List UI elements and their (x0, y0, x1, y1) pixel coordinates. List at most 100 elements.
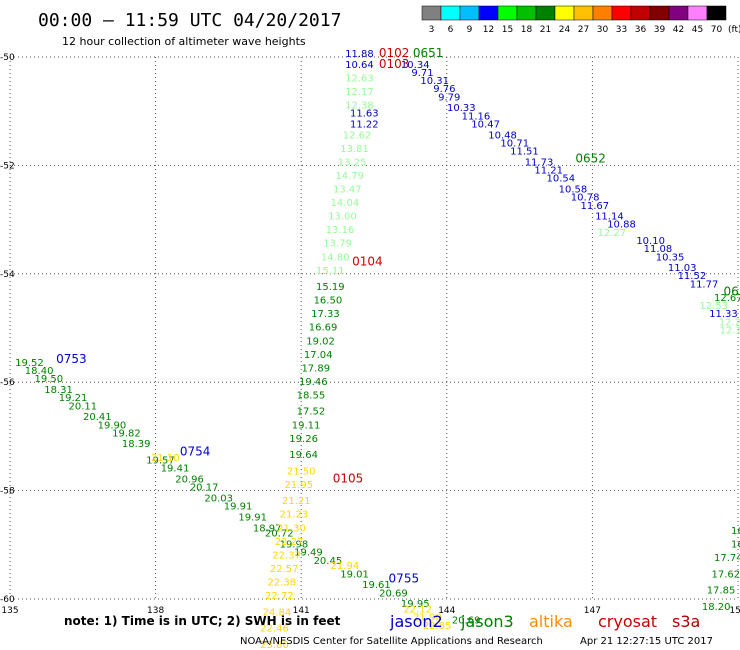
color-scale-label: 18 (521, 25, 533, 35)
color-swatch (421, 5, 442, 21)
data-point-s3a: 12.17 (345, 87, 374, 98)
data-point-jason3: 20.03 (204, 493, 233, 504)
color-swatch (459, 5, 480, 21)
legend-entry-cryosat: cryosat (598, 612, 657, 631)
pass-label: 0755 (389, 572, 420, 586)
data-point-jason2: 10.47 (471, 119, 500, 130)
data-point-jason3: 19.52 (15, 358, 44, 369)
data-point-jason3: 20.45 (314, 556, 343, 567)
data-point-jason3: 19.57 (146, 456, 175, 467)
footnote: note: 1) Time is in UTC; 2) SWH is in fe… (64, 614, 341, 628)
color-swatch (573, 5, 594, 21)
data-point-jason3: 18.40 (25, 366, 54, 377)
data-point-jason2: 9.79 (438, 92, 460, 103)
data-point-altika: 21.95 (284, 480, 313, 491)
data-point-jason2: 11.77 (690, 279, 719, 290)
data-point-s3a: 12.62 (343, 130, 372, 141)
data-point-altika: 22.38 (267, 577, 296, 588)
plot-area: 135 138 141 144 147 150 -50 -52 -54 -56 -58 -60 11.… (0, 46, 740, 650)
data-point-s3a: 14.79 (335, 171, 364, 182)
data-point-jason3: 19.11 (292, 420, 321, 431)
color-scale-label: 15 (502, 25, 513, 35)
color-swatch (497, 5, 518, 21)
data-point-jason3: 19.50 (35, 374, 64, 385)
y-tick-label: -54 (0, 270, 15, 280)
data-point-s3a: 13.79 (323, 239, 352, 250)
grid-lines (9, 56, 739, 600)
pass-label: 0754 (180, 444, 211, 458)
x-tick-label: 138 (147, 606, 164, 616)
y-tick-label: -58 (0, 487, 15, 497)
color-scale-label: 12 (483, 25, 494, 35)
data-point-jason3: 18.20 (702, 602, 731, 613)
pass-label: 0653 (723, 284, 740, 298)
data-point-altika: 21.94 (331, 561, 360, 572)
legend: jason2 jason3 altika cryosat s3a (389, 612, 700, 631)
data-point-s3a: 12.38 (345, 100, 374, 111)
data-point-jason2: 10.34 (401, 60, 430, 71)
x-tick-label: 147 (584, 606, 601, 616)
data-point-jason3: 19.46 (299, 377, 328, 388)
data-point-jason3: 20.96 (175, 474, 204, 485)
pass-label: 0753 (56, 352, 87, 366)
data-point-s3a: 14.04 (331, 198, 360, 209)
data-point-jason2: 11.73 (525, 157, 554, 168)
data-point-jason2: 10.78 (571, 193, 600, 204)
legend-entry-jason2: jason2 (389, 612, 443, 631)
color-swatch (554, 5, 575, 21)
data-point-jason3: 18.97 (253, 523, 282, 534)
data-point-s3a: 13.16 (326, 225, 355, 236)
data-point-jason3: 20.41 (83, 412, 112, 423)
data-point-jason2: 11.16 (462, 111, 491, 122)
data-point-altika: 23.80 (260, 640, 289, 650)
legend-entry-altika: altika (529, 612, 573, 631)
data-point-jason3: 18.55 (297, 390, 326, 401)
color-scale-label: 70 (711, 25, 723, 35)
data-point-jason2: 11.67 (581, 201, 610, 212)
chart-subtitle: 12 hour collection of altimeter wave hei… (62, 35, 306, 48)
data-point-jason3: 17.62 (712, 569, 740, 580)
y-tick-label: -50 (0, 53, 15, 63)
data-point-s3a: 12.63 (345, 73, 374, 84)
color-scale-unit: (ft) (728, 25, 740, 35)
footer-credit: NOAA/NESDIS Center for Satellite Applica… (240, 636, 543, 647)
data-point-jason2: 10.33 (447, 103, 476, 114)
color-scale-label: 9 (467, 25, 473, 35)
data-point-s3a: 13.47 (333, 185, 362, 196)
color-swatch (611, 5, 632, 21)
data-point-jason3: 19.91 (238, 512, 267, 523)
data-point-jason3: 20.72 (265, 529, 294, 540)
data-point-jason3: 17.52 (297, 407, 326, 418)
pass-label: 0103 (379, 57, 410, 71)
x-tick-label: 144 (438, 606, 455, 616)
data-point-jason3: 19.82 (112, 428, 141, 439)
pass-label: 0651 (413, 46, 444, 60)
legend-entry-jason3: jason3 (460, 612, 514, 631)
data-point-jason3: 20.17 (190, 483, 219, 494)
data-point-s3a: 14.80 (321, 252, 350, 263)
data-point-s3a: 12.1 (720, 325, 740, 336)
data-point-jason2: 11.14 (595, 212, 624, 223)
color-swatch (668, 5, 689, 21)
data-point-jason2: 11.51 (510, 147, 539, 158)
data-point-jason3: 20.11 (68, 401, 97, 412)
data-point-jason2: 10.58 (559, 185, 588, 196)
data-point-altika: 22.46 (260, 624, 289, 635)
data-point-s3a: 12.23 (719, 317, 740, 328)
color-scale-label: 45 (692, 25, 703, 35)
color-scale-label: 6 (448, 25, 454, 35)
data-point-jason3: 15.19 (316, 282, 345, 293)
color-swatch (516, 5, 537, 21)
y-tick-label: -52 (0, 161, 15, 171)
color-swatch (649, 5, 670, 21)
data-point-jason3: 18.39 (122, 439, 151, 450)
data-point-jason2: 11.03 (668, 263, 697, 274)
color-scale-label: 36 (635, 25, 647, 35)
color-swatch (478, 5, 499, 21)
color-swatch (706, 5, 727, 21)
data-point-altika: 22.57 (270, 564, 299, 575)
data-point-altika: 21.10 (151, 453, 180, 464)
data-point-jason3: 19.61 (362, 580, 391, 591)
data-point-jason3: 17.89 (301, 363, 330, 374)
